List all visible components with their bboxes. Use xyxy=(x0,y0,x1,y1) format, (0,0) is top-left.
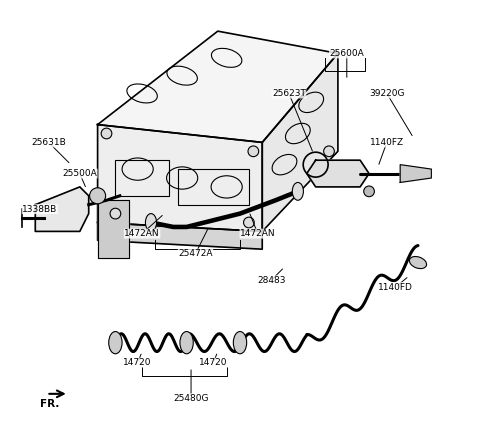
Text: 25480G: 25480G xyxy=(173,394,209,403)
Text: 14720: 14720 xyxy=(123,358,152,367)
Polygon shape xyxy=(97,31,338,142)
Text: 1472AN: 1472AN xyxy=(240,229,276,238)
Circle shape xyxy=(90,188,106,204)
Polygon shape xyxy=(400,165,432,182)
Text: 25600A: 25600A xyxy=(329,49,364,58)
Ellipse shape xyxy=(109,332,122,354)
Text: 1338BB: 1338BB xyxy=(22,205,58,214)
Polygon shape xyxy=(262,53,338,231)
Text: FR.: FR. xyxy=(40,399,59,409)
Ellipse shape xyxy=(145,214,156,231)
Text: 28483: 28483 xyxy=(257,276,286,285)
Circle shape xyxy=(364,186,374,197)
Ellipse shape xyxy=(180,332,193,354)
Circle shape xyxy=(243,217,254,228)
Text: 25472A: 25472A xyxy=(178,249,213,258)
Circle shape xyxy=(110,208,121,219)
Text: 39220G: 39220G xyxy=(369,89,405,98)
Ellipse shape xyxy=(233,332,247,354)
Ellipse shape xyxy=(409,256,427,269)
Ellipse shape xyxy=(292,182,303,200)
Text: 1140FZ: 1140FZ xyxy=(370,138,404,147)
Polygon shape xyxy=(307,160,369,187)
Text: 25623T: 25623T xyxy=(272,89,306,98)
Polygon shape xyxy=(97,222,262,249)
Circle shape xyxy=(101,128,112,139)
Circle shape xyxy=(324,146,335,157)
Text: 1140FD: 1140FD xyxy=(378,283,413,291)
Polygon shape xyxy=(36,187,89,231)
Circle shape xyxy=(248,146,259,157)
Text: 25631B: 25631B xyxy=(31,138,66,147)
Text: 14720: 14720 xyxy=(199,358,228,367)
Polygon shape xyxy=(97,200,129,258)
Polygon shape xyxy=(97,125,262,231)
Text: 25500A: 25500A xyxy=(62,169,97,178)
Text: 1472AN: 1472AN xyxy=(124,229,160,238)
